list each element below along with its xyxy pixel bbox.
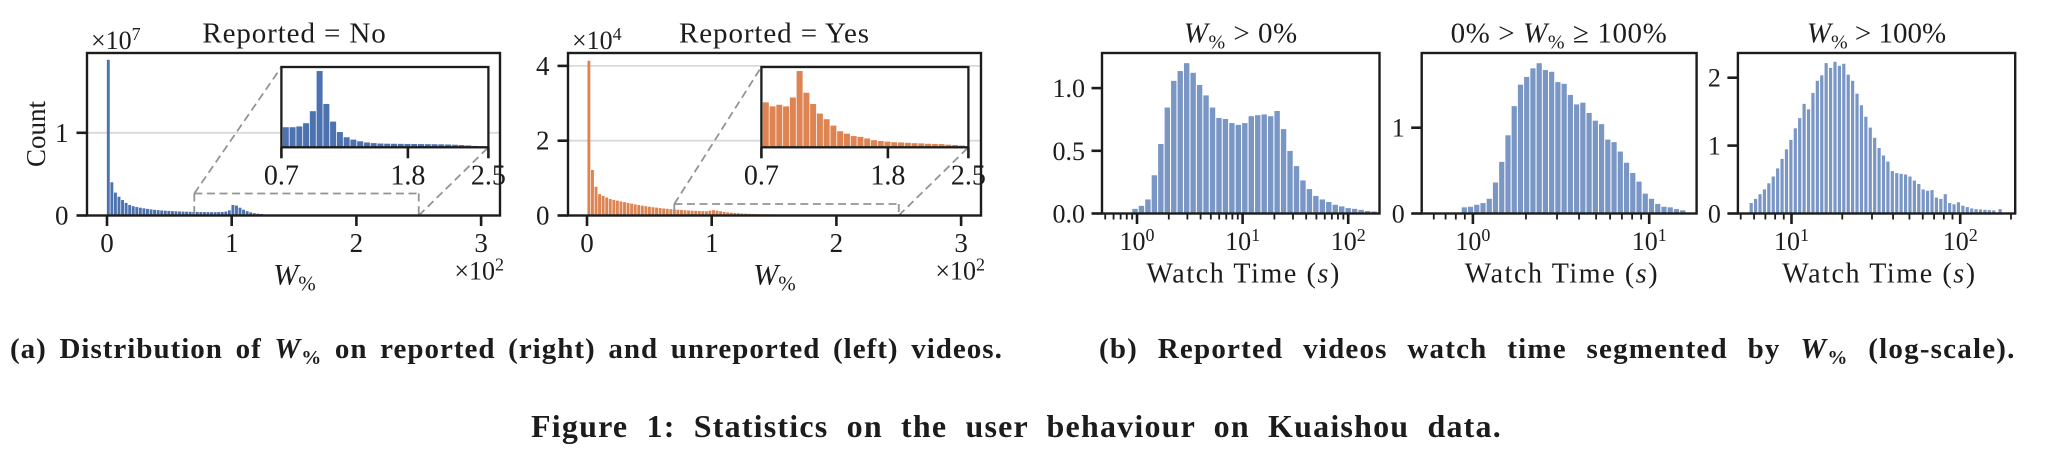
svg-text:Reported = No: Reported = No xyxy=(202,18,386,50)
svg-text:2: 2 xyxy=(830,228,844,258)
svg-text:1.8: 1.8 xyxy=(870,161,905,192)
svg-text:Figure 1: Statistics on the us: Figure 1: Statistics on the user behavio… xyxy=(531,408,1502,444)
svg-text:2: 2 xyxy=(350,228,364,258)
svg-text:Watch Time (s): Watch Time (s) xyxy=(1147,259,1341,290)
svg-text:1: 1 xyxy=(1392,114,1405,143)
svg-text:4: 4 xyxy=(536,51,550,81)
svg-text:0: 0 xyxy=(1392,200,1405,229)
svg-text:3: 3 xyxy=(474,228,488,258)
svg-text:1: 1 xyxy=(225,228,239,258)
svg-text:W%​ > 0%: W%​ > 0% xyxy=(1184,18,1298,54)
svg-text:W%​ > 100%: W%​ > 100% xyxy=(1807,18,1946,54)
svg-text:(b) Reported videos watch time: (b) Reported videos watch time segmented… xyxy=(1099,333,2016,369)
svg-text:0.5: 0.5 xyxy=(1053,137,1086,166)
svg-text:0: 0 xyxy=(1708,200,1721,229)
svg-text:Watch Time (s): Watch Time (s) xyxy=(1465,259,1659,290)
svg-text:2: 2 xyxy=(1708,64,1721,93)
svg-text:Reported = Yes: Reported = Yes xyxy=(679,18,870,50)
svg-text:1: 1 xyxy=(1708,132,1721,161)
svg-text:0: 0 xyxy=(580,228,594,258)
svg-text:(a) Distribution of W% on repo: (a) Distribution of W% on reported (righ… xyxy=(10,333,1003,369)
svg-text:1.8: 1.8 xyxy=(390,161,425,192)
svg-text:1: 1 xyxy=(705,228,719,258)
svg-text:0: 0 xyxy=(55,201,69,231)
svg-text:3: 3 xyxy=(954,228,968,258)
svg-text:0: 0 xyxy=(100,228,114,258)
svg-text:0.7: 0.7 xyxy=(264,161,299,192)
svg-text:Count: Count xyxy=(21,100,51,167)
svg-text:0.0: 0.0 xyxy=(1053,200,1086,229)
svg-text:2: 2 xyxy=(536,126,550,156)
svg-text:Watch Time (s): Watch Time (s) xyxy=(1782,259,1976,290)
svg-text:0: 0 xyxy=(536,201,550,231)
svg-text:1: 1 xyxy=(55,118,69,148)
svg-text:0.7: 0.7 xyxy=(744,161,779,192)
svg-text:1.0: 1.0 xyxy=(1053,74,1086,103)
